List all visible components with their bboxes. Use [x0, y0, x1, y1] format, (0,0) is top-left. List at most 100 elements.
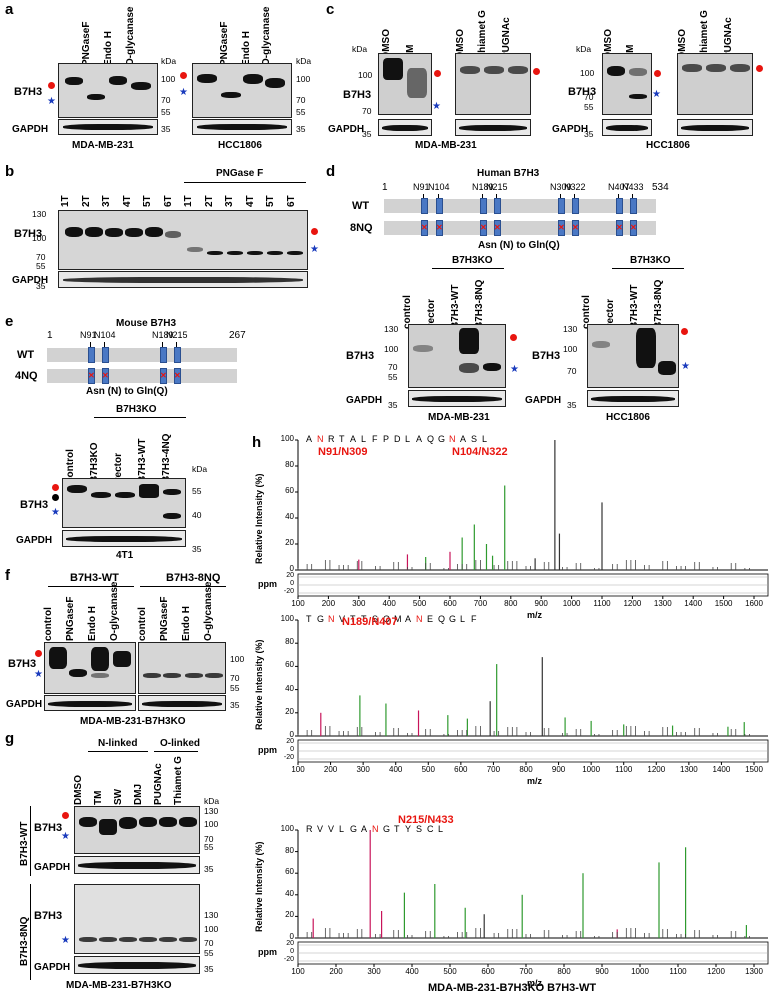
y-tick-label: 80: [285, 460, 294, 469]
lane-label: B7H3-WT: [450, 284, 461, 329]
kda-marker: 130: [204, 806, 219, 816]
mutant-glycosite-domain: [174, 368, 181, 384]
sequence-residue: T: [394, 824, 400, 834]
cell-line: MDA-MB-231-B7H3KO: [80, 716, 186, 727]
x-tick-label: 200: [329, 967, 343, 976]
x-axis-label: m/z: [527, 610, 543, 620]
glycosylated-marker: [434, 70, 441, 77]
blot-b7h3: [602, 53, 652, 115]
mutation-x-icon: ✕: [616, 223, 623, 232]
y-axis-label: Relative Intensity (%): [254, 639, 264, 730]
row-group-label: B7H3-8NQ: [19, 916, 30, 966]
mutation-x-icon: ✕: [160, 371, 167, 380]
sequence-residue: G: [449, 614, 457, 624]
mutation-x-icon: ✕: [480, 223, 487, 232]
mutant-construct-bar: [384, 221, 656, 235]
kda-marker: 100: [204, 819, 219, 829]
y-tick-label: 60: [285, 660, 294, 670]
site-label: N322: [564, 182, 586, 192]
mutant-glycosite-domain: [102, 368, 109, 384]
cell-line: MDA-MB-231-B7H3KO: [66, 980, 172, 991]
mutation-note: Asn (N) to Gln(Q): [86, 386, 168, 397]
sequence-residue: Q: [438, 614, 446, 624]
deglycosylated-marker: ★: [681, 361, 690, 372]
site-tick: [482, 194, 483, 199]
y-tick-label: 60: [285, 867, 294, 877]
x-tick-label: 1100: [669, 967, 687, 976]
lane-label: B7H3-8NQ: [474, 279, 485, 329]
x-tick-label: 1400: [712, 765, 731, 774]
protein-label: GAPDH: [34, 862, 71, 873]
y-axis-label: Relative Intensity (%): [254, 473, 264, 564]
x-tick-label: 1000: [631, 967, 649, 976]
residue-start: 1: [47, 330, 53, 341]
lane-label: B7H3KO: [89, 442, 100, 483]
lane-label: B7H3-8NQ: [653, 279, 664, 329]
group-header: B7H3KO: [116, 404, 157, 415]
x-tick-label: 100: [291, 967, 305, 976]
kda-marker: 130: [32, 209, 47, 219]
kda-marker: 70: [161, 95, 171, 105]
cell-line: MDA-MB-231: [72, 140, 134, 151]
group-header: B7H3-WT: [70, 572, 119, 584]
lane-label: O-glycanase: [261, 6, 272, 66]
site-tick: [90, 342, 91, 348]
kda-marker: 70: [388, 362, 398, 372]
sequence-residue: S: [471, 434, 478, 444]
ppm-box: [297, 739, 769, 763]
site-label: N309: [550, 182, 572, 192]
mutant-glycosite-domain: [421, 220, 428, 236]
kda-marker: 35: [296, 124, 306, 134]
y-tick-label: 20: [285, 706, 294, 716]
wt-construct-bar: [47, 348, 237, 362]
site-tick: [618, 194, 619, 199]
kda-marker: 55: [161, 107, 171, 117]
glycosite-domain: [160, 347, 167, 363]
glycosite-domain: [102, 347, 109, 363]
kda-header: kDa: [352, 44, 368, 54]
deglycosylated-marker: ★: [652, 89, 661, 100]
kda-marker: 35: [230, 700, 240, 710]
kda-marker: 70: [204, 834, 214, 844]
site-tick: [438, 194, 439, 199]
glycosylated-marker: [311, 228, 318, 235]
blot-gapdh: [138, 695, 226, 711]
blot-b7h3: [677, 53, 753, 115]
sequence-residue: D: [394, 434, 401, 444]
kda-marker: 130: [384, 324, 399, 334]
y-tick-label: 40: [285, 683, 294, 693]
x-tick-label: 1300: [679, 765, 698, 774]
deglycosylated-marker: ★: [510, 364, 519, 375]
panel-label-a: a: [5, 1, 14, 18]
deglycosylated-marker: ★: [61, 935, 70, 946]
protein-label: B7H3: [14, 86, 43, 98]
cell-line: HCC1806: [646, 140, 690, 151]
sequence-residue: N: [372, 824, 379, 834]
treatment-header: PNGase F: [216, 168, 264, 179]
glycosylated-marker: [62, 812, 69, 819]
protein-label: B7H3: [34, 822, 63, 834]
protein-label: GAPDH: [34, 962, 71, 973]
panel-label-h: h: [252, 434, 262, 451]
glycosite-domain: [630, 198, 637, 214]
kda-marker: 35: [36, 281, 46, 291]
glycosite-domain: [494, 198, 501, 214]
x-tick-label: 1100: [593, 599, 611, 608]
y-tick-label: 80: [285, 637, 294, 647]
ppm-label: ppm: [258, 745, 277, 755]
cell-line: 4T1: [116, 550, 134, 561]
cell-line: MDA-MB-231: [415, 140, 477, 151]
ppm-label: ppm: [258, 947, 277, 957]
deglycosylated-marker: ★: [310, 244, 319, 255]
endogenous-marker: [52, 494, 59, 501]
y-tick-label: 0: [289, 932, 294, 941]
sequence-residue: Q: [427, 434, 435, 444]
site-label: N189: [472, 182, 494, 192]
x-tick-label: 400: [405, 967, 419, 976]
sequence-residue: F: [471, 614, 477, 624]
blot-b7h3: [587, 324, 679, 388]
deglycosylated-marker: ★: [432, 101, 441, 112]
blot-b7h3: [58, 63, 158, 118]
mutant-glycosite-domain: [494, 220, 501, 236]
protein-label: GAPDH: [16, 535, 53, 546]
